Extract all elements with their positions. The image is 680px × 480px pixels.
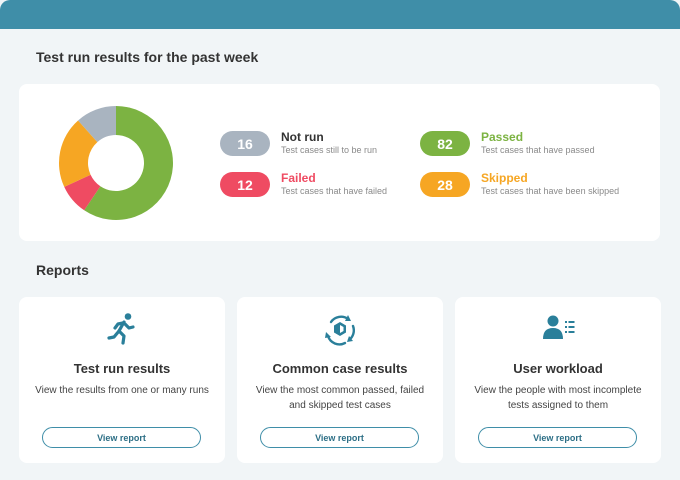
donut-slice-not-run xyxy=(78,106,116,143)
stat-passed: 82 Passed Test cases that have passed xyxy=(420,128,640,158)
report-title: Test run results xyxy=(73,361,171,376)
stat-not-run: 16 Not run Test cases still to be run xyxy=(220,128,440,158)
user-list-icon xyxy=(543,315,575,339)
count-badge: 82 xyxy=(420,131,470,156)
top-bar xyxy=(0,0,680,29)
report-card-test-run-results: Test run results View the results from o… xyxy=(19,297,225,463)
stat-failed: 12 Failed Test cases that have failed xyxy=(220,169,440,199)
donut-slice-skipped xyxy=(58,120,98,187)
count-badge: 16 xyxy=(220,131,270,156)
summary-card: 16 Not run Test cases still to be run 12… xyxy=(19,84,660,241)
stat-description: Test cases that have passed xyxy=(481,145,595,155)
view-report-button[interactable]: View report xyxy=(260,427,419,448)
dashboard: Test run results for the past week 16 No… xyxy=(0,29,680,480)
stat-label: Failed xyxy=(281,171,316,185)
stat-label: Skipped xyxy=(481,171,528,185)
report-card-common-case-results: Common case results View the most common… xyxy=(237,297,443,463)
view-report-button[interactable]: View report xyxy=(42,427,201,448)
stat-skipped: 28 Skipped Test cases that have been ski… xyxy=(420,169,640,199)
page-title: Test run results for the past week xyxy=(36,49,259,65)
count-badge: 28 xyxy=(420,172,470,197)
report-description: View the results from one or many runs xyxy=(35,385,209,396)
report-title: User workload xyxy=(513,361,603,376)
donut-slice-failed xyxy=(64,174,101,211)
report-title: Common case results xyxy=(272,361,408,376)
stat-label: Not run xyxy=(281,130,324,144)
stat-description: Test cases that have been skipped xyxy=(481,186,620,196)
report-description: View the people with most incomplete tes… xyxy=(474,385,642,411)
donut-slice-passed xyxy=(84,106,174,220)
view-report-button[interactable]: View report xyxy=(478,427,637,448)
report-description: View the most common passed, failed and … xyxy=(255,385,425,411)
stat-description: Test cases still to be run xyxy=(281,145,378,155)
stat-description: Test cases that have failed xyxy=(281,186,388,196)
running-person-icon xyxy=(107,313,135,345)
cycle-arrows-icon xyxy=(325,315,356,346)
count-badge: 12 xyxy=(220,172,270,197)
results-donut-chart xyxy=(58,106,174,220)
report-card-user-workload: User workload View the people with most … xyxy=(455,297,661,463)
stat-label: Passed xyxy=(481,130,524,144)
reports-heading: Reports xyxy=(36,262,89,278)
